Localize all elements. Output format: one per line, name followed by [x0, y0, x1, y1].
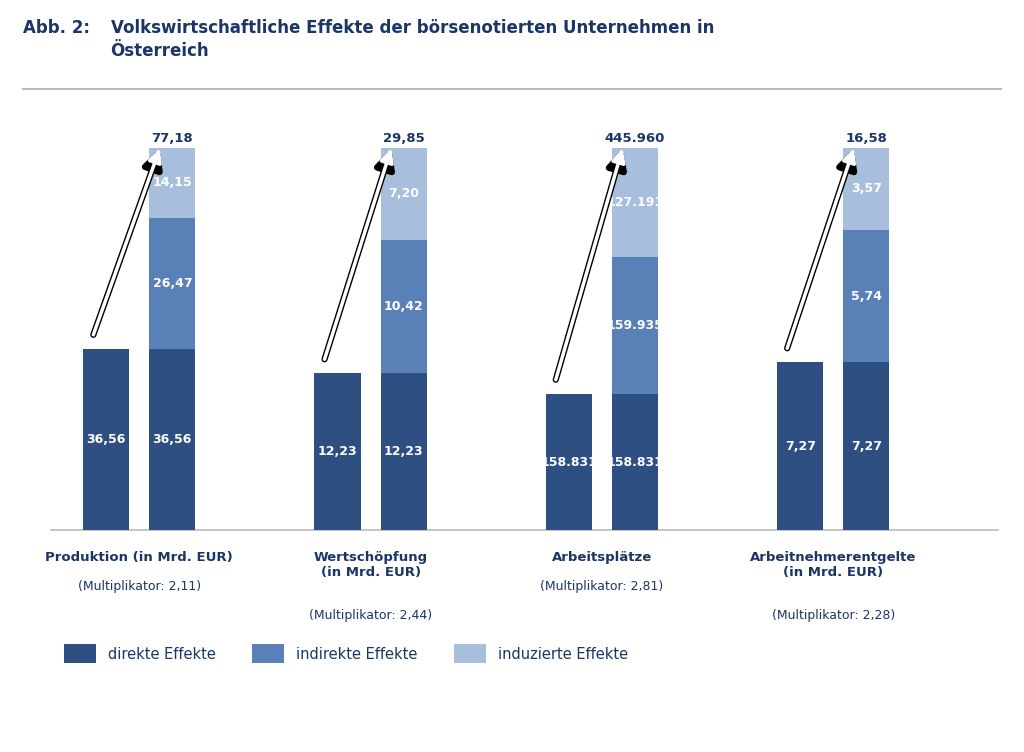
Text: 7,27: 7,27 — [851, 440, 882, 453]
Text: 10,42: 10,42 — [384, 300, 424, 313]
Bar — [546, 394, 592, 530]
Bar — [381, 374, 427, 530]
Bar — [611, 394, 658, 530]
Text: 16,58: 16,58 — [845, 132, 887, 144]
Text: 7,27: 7,27 — [784, 440, 816, 453]
Bar — [381, 147, 427, 240]
Bar — [314, 374, 360, 530]
Text: Produktion (in Mrd. EUR): Produktion (in Mrd. EUR) — [45, 551, 233, 564]
Text: 14,15: 14,15 — [153, 176, 193, 190]
Bar — [381, 240, 427, 374]
Text: 29,85: 29,85 — [383, 132, 425, 144]
Text: 7,20: 7,20 — [388, 187, 419, 200]
Text: Volkswirtschaftliche Effekte der börsenotierten Unternehmen in
Österreich: Volkswirtschaftliche Effekte der börseno… — [111, 19, 714, 60]
Text: 12,23: 12,23 — [317, 445, 357, 458]
Text: Wertschöpfung
(in Mrd. EUR): Wertschöpfung (in Mrd. EUR) — [313, 551, 428, 579]
Text: 77,18: 77,18 — [152, 132, 194, 144]
Text: 26,47: 26,47 — [153, 277, 193, 290]
Text: (Multiplikator: 2,11): (Multiplikator: 2,11) — [78, 580, 201, 593]
Bar — [611, 256, 658, 394]
Bar — [83, 349, 129, 530]
Bar — [843, 362, 890, 530]
Text: (Multiplikator: 2,44): (Multiplikator: 2,44) — [309, 608, 432, 622]
Text: Abb. 2:: Abb. 2: — [23, 19, 89, 37]
Text: 445.960: 445.960 — [605, 132, 666, 144]
Bar — [150, 349, 196, 530]
Bar — [843, 147, 890, 230]
Bar — [777, 362, 823, 530]
Bar — [843, 230, 890, 362]
Text: 36,56: 36,56 — [153, 433, 193, 446]
Text: 127.191: 127.191 — [606, 196, 664, 208]
Text: 36,56: 36,56 — [87, 433, 126, 446]
Text: 5,74: 5,74 — [851, 290, 882, 302]
Text: 12,23: 12,23 — [384, 445, 424, 458]
Text: 159.935: 159.935 — [606, 319, 664, 332]
Text: 3,57: 3,57 — [851, 182, 882, 196]
Bar — [150, 147, 196, 218]
Text: (Multiplikator: 2,81): (Multiplikator: 2,81) — [541, 580, 664, 593]
Text: 158.831: 158.831 — [606, 456, 664, 468]
Text: Arbeitnehmerentgelte
(in Mrd. EUR): Arbeitnehmerentgelte (in Mrd. EUR) — [750, 551, 916, 579]
Text: (Multiplikator: 2,28): (Multiplikator: 2,28) — [771, 608, 895, 622]
Legend: direkte Effekte, indirekte Effekte, induzierte Effekte: direkte Effekte, indirekte Effekte, indu… — [58, 638, 634, 669]
Text: 158.831: 158.831 — [541, 456, 597, 468]
Bar — [611, 147, 658, 256]
Bar — [150, 218, 196, 349]
Text: Arbeitsplätze: Arbeitsplätze — [552, 551, 652, 564]
